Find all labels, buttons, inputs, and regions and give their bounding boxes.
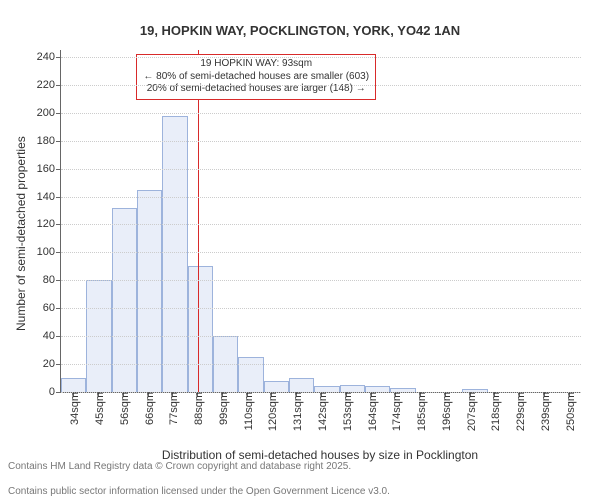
xtick-label: 229sqm [511,392,527,431]
ytick-label: 80 [43,274,61,286]
xtick-label: 88sqm [189,392,205,425]
xtick-label: 174sqm [387,392,403,431]
callout-box: 19 HOPKIN WAY: 93sqm ← 80% of semi-detac… [136,54,376,100]
grid-line [61,169,581,170]
callout-line2: ← 80% of semi-detached houses are smalle… [143,71,369,82]
ytick-label: 0 [49,386,61,398]
xtick-label: 99sqm [214,392,230,425]
xtick-label: 120sqm [263,392,279,431]
xtick-label: 196sqm [437,392,453,431]
grid-line [61,57,581,58]
xtick-label: 164sqm [363,392,379,431]
xtick-label: 250sqm [561,392,577,431]
ytick-label: 20 [43,358,61,370]
grid-line [61,113,581,114]
xtick-label: 110sqm [239,392,255,430]
xtick-label: 45sqm [90,392,106,425]
bar [61,378,86,392]
callout-line1: 19 HOPKIN WAY: 93sqm [200,58,312,69]
ytick-label: 180 [37,135,61,147]
ytick-label: 220 [37,79,61,91]
grid-line [61,141,581,142]
ytick-label: 160 [37,163,61,175]
grid-line [61,308,581,309]
xtick-label: 207sqm [462,392,478,431]
bar [162,116,187,392]
xtick-label: 131sqm [288,392,304,431]
chart-container: 19, HOPKIN WAY, POCKLINGTON, YORK, YO42 … [0,0,600,500]
xtick-label: 56sqm [115,392,131,425]
ytick-label: 240 [37,51,61,63]
ytick-label: 100 [37,246,61,258]
xtick-label: 142sqm [313,392,329,431]
grid-line [61,252,581,253]
ytick-label: 140 [37,191,61,203]
bar [137,190,162,392]
ytick-label: 120 [37,218,61,230]
grid-line [61,336,581,337]
ytick-label: 200 [37,107,61,119]
xtick-label: 153sqm [338,392,354,431]
xtick-label: 77sqm [164,392,180,425]
xtick-label: 218sqm [486,392,502,431]
xtick-label: 66sqm [140,392,156,425]
bar [264,381,289,392]
grid-line [61,224,581,225]
title-line1: 19, HOPKIN WAY, POCKLINGTON, YORK, YO42 … [140,23,460,38]
xtick-label: 239sqm [536,392,552,431]
bar [238,357,263,392]
attribution-text: Contains HM Land Registry data © Crown c… [0,448,390,498]
bar [289,378,314,392]
xtick-label: 185sqm [412,392,428,431]
bar [188,266,213,392]
grid-line [61,280,581,281]
reference-line [198,50,199,392]
attribution-line2: Contains public sector information licen… [8,486,390,497]
xtick-label: 34sqm [65,392,81,425]
bar [340,385,365,392]
ytick-label: 60 [43,302,61,314]
plot-area: 19 HOPKIN WAY: 93sqm ← 80% of semi-detac… [60,50,581,393]
grid-line [61,85,581,86]
ytick-label: 40 [43,330,61,342]
grid-line [61,364,581,365]
bars-group [61,50,581,392]
y-axis-label: Number of semi-detached properties [14,136,28,331]
attribution-line1: Contains HM Land Registry data © Crown c… [8,461,351,472]
grid-line [61,197,581,198]
